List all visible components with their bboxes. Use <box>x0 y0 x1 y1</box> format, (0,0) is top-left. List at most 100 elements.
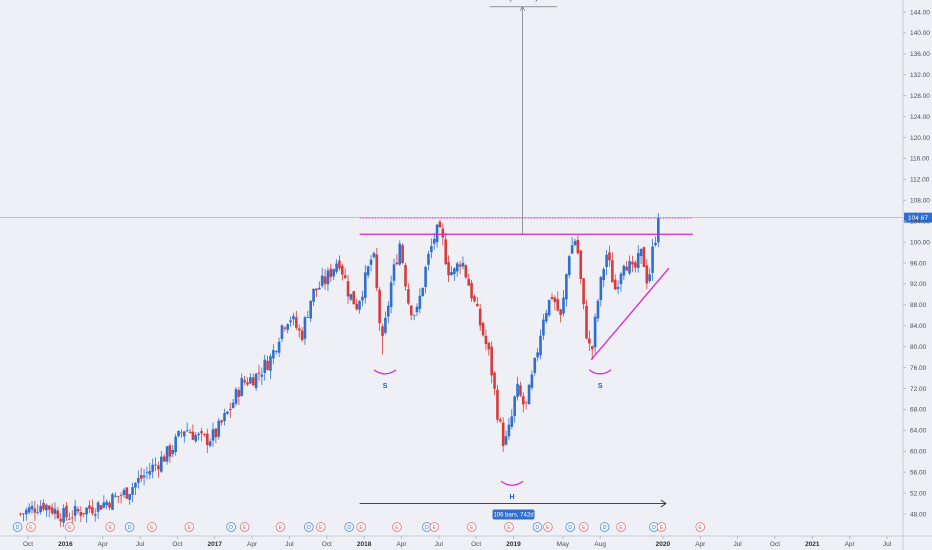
candle-body <box>639 248 643 257</box>
candle-body <box>131 487 134 495</box>
range-label: 106 bars, 742d <box>494 513 534 519</box>
candle-body <box>27 507 31 513</box>
candle-body <box>111 494 114 510</box>
candle-body <box>194 435 198 442</box>
candle-body <box>134 482 137 488</box>
candle-body <box>582 278 585 305</box>
candle-body <box>303 317 307 339</box>
x-tick-label: Jul <box>435 541 444 548</box>
candle-body <box>407 289 410 304</box>
candle-body <box>246 382 249 385</box>
candle-body <box>157 465 160 470</box>
candle-body <box>559 309 562 315</box>
candle-body <box>223 413 226 422</box>
candle-body <box>565 274 568 300</box>
event-marker <box>695 522 706 532</box>
event-marker-label: D <box>652 525 656 531</box>
candle-body <box>300 330 304 341</box>
event-marker-label: E <box>29 525 33 531</box>
candle-body <box>544 313 548 322</box>
y-tick-label: 112.00 <box>910 177 930 184</box>
pattern-label: H <box>509 494 514 501</box>
pattern-arc <box>588 369 612 375</box>
candle-body <box>392 264 396 281</box>
candle-body <box>315 288 318 291</box>
candle-body <box>648 274 651 282</box>
candle-body <box>257 372 261 374</box>
candle-body <box>30 505 34 510</box>
candle-body <box>102 502 106 508</box>
candle-body <box>234 389 238 404</box>
candle-body <box>378 289 381 324</box>
x-tick-label: May <box>557 541 570 548</box>
candle-body <box>343 275 347 279</box>
candles-layer <box>19 213 660 527</box>
x-tick-label: Oct <box>770 541 780 548</box>
price-tag <box>904 212 932 223</box>
pattern-arc <box>500 480 524 486</box>
candle-body <box>251 377 255 386</box>
candle-body <box>249 377 252 384</box>
price-tag-label: 104.67 <box>908 215 928 222</box>
candle-body <box>274 351 278 352</box>
candle-body <box>174 436 177 452</box>
candle-body <box>306 317 310 318</box>
candle-body <box>168 445 172 457</box>
pattern-arc <box>373 369 397 375</box>
y-tick-label: 96.00 <box>910 260 927 267</box>
candle-body <box>47 505 51 510</box>
candle-body <box>165 446 169 462</box>
candle-body <box>645 265 649 284</box>
candle-body <box>116 496 120 497</box>
x-tick-label: Oct <box>322 541 332 548</box>
candle-body <box>628 260 631 274</box>
event-marker <box>65 522 75 532</box>
candle-body <box>56 510 60 519</box>
x-tick-label: Apr <box>98 541 109 548</box>
y-tick-label: 128.00 <box>910 93 930 100</box>
candle-body <box>203 433 206 436</box>
candle-body <box>441 228 445 238</box>
candle-body <box>151 464 154 472</box>
candle-body <box>39 505 42 512</box>
event-marker-label: E <box>395 525 399 531</box>
candle-body <box>340 265 344 275</box>
event-marker <box>12 522 23 532</box>
event-marker-label: D <box>229 525 233 531</box>
candle-body <box>504 436 508 445</box>
event-marker-label: E <box>150 525 154 531</box>
event-marker-label: E <box>188 525 192 531</box>
candle-body <box>599 277 603 301</box>
y-tick-label: 68.00 <box>910 407 927 414</box>
candle-body <box>122 489 126 495</box>
candle-body <box>82 513 86 515</box>
candle-body <box>180 432 183 434</box>
candle-body <box>444 239 448 265</box>
y-tick-label: 64.00 <box>910 428 927 435</box>
candle-body <box>657 217 660 243</box>
candle-body <box>318 287 321 290</box>
candle-body <box>363 272 367 298</box>
event-marker-label: D <box>128 525 132 531</box>
candle-body <box>602 269 606 281</box>
x-tick-label: Jul <box>733 541 742 548</box>
candle-body <box>280 325 284 340</box>
event-marker-label: E <box>68 525 72 531</box>
candle-body <box>145 471 149 473</box>
candle-body <box>542 319 545 336</box>
event-marker <box>316 522 326 532</box>
candle-body <box>461 262 465 267</box>
candle-body <box>65 505 68 518</box>
candle-body <box>616 286 620 289</box>
candle-body <box>424 267 427 287</box>
candle-body <box>366 266 370 276</box>
candle-body <box>68 518 71 520</box>
candle-body <box>507 424 511 437</box>
candle-body <box>266 360 269 370</box>
y-tick-label: 72.00 <box>910 386 927 393</box>
event-marker-label: E <box>582 525 586 531</box>
event-marker <box>124 522 135 532</box>
x-tick-label: 2020 <box>656 541 671 548</box>
